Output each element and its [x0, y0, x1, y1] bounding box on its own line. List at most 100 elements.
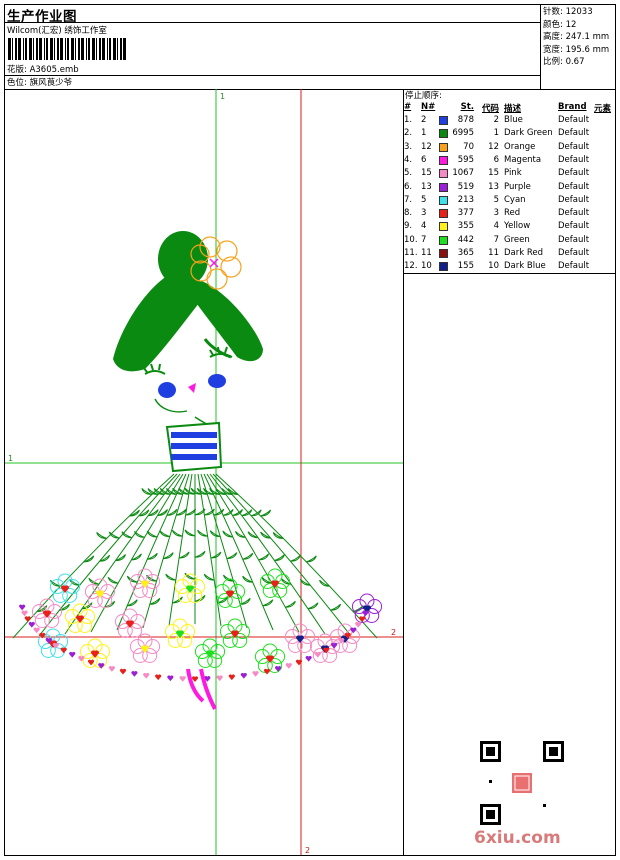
cheek-left — [158, 382, 176, 398]
row-brand: Default — [558, 128, 590, 139]
row-code: 11 — [488, 248, 499, 258]
header-info: 生产作业图 Wilcom(汇宏) 绣饰工作室 花版: A3605.emb 色位:… — [5, 5, 540, 89]
row-brand: Default — [558, 168, 590, 179]
row-needle: 13 — [421, 181, 432, 192]
row-stitches: 6995 — [452, 128, 474, 139]
axis-label: 2 — [305, 846, 310, 855]
header-n: N# — [421, 102, 436, 112]
table-row: 7. 5 213 5 Cyan Default — [404, 195, 615, 208]
table-row: 6. 13 519 13 Purple Default — [404, 182, 615, 195]
row-stitches: 878 — [457, 115, 474, 125]
row-stitches: 1067 — [452, 168, 474, 179]
header-element: 元素 — [594, 104, 612, 114]
row-needle: 3 — [421, 208, 427, 219]
row-brand: Default — [558, 194, 590, 205]
qr-code — [480, 741, 564, 825]
table-row: 2. 1 6995 1 Dark Green Default — [404, 128, 615, 141]
row-code: 3 — [493, 208, 499, 219]
row-stitches: 70 — [463, 141, 474, 152]
flower-ornament — [190, 236, 242, 290]
striped-bodice — [165, 421, 223, 473]
row-stitches: 442 — [457, 234, 474, 245]
row-code: 12 — [488, 141, 499, 152]
row-needle: 12 — [421, 141, 432, 152]
eyelashes-left — [142, 363, 166, 375]
thread-panel: 停止顺序: # N# St. 代码 描述 Brand 元素 1. 2 878 2 Blu… — [404, 89, 615, 855]
row-brand: Default — [558, 115, 590, 125]
row-needle: 7 — [421, 234, 427, 245]
row-stitches: 365 — [457, 248, 474, 258]
color-count: 颜色: 12 — [543, 19, 577, 30]
legs — [186, 668, 217, 710]
header-code: 代码 — [481, 104, 499, 114]
design-width: 宽度: 195.6 mm — [543, 44, 610, 55]
row-index: 3. — [404, 141, 413, 152]
header-stitches: St. — [460, 102, 474, 112]
row-index: 6. — [404, 181, 413, 192]
row-description: Yellow — [504, 221, 531, 232]
row-needle: 1 — [421, 128, 427, 139]
row-code: 15 — [488, 168, 499, 179]
table-row: 4. 6 595 6 Magenta Default — [404, 155, 615, 168]
design-height: 高度: 247.1 mm — [543, 32, 610, 43]
axis-label: 2 — [391, 628, 396, 637]
row-index: 1. — [404, 115, 413, 125]
design-ratio: 比例: 0.67 — [543, 57, 585, 68]
row-stitches: 355 — [457, 221, 474, 232]
row-index: 10. — [404, 234, 418, 245]
barcode — [8, 38, 126, 60]
header-idx: # — [404, 102, 412, 112]
sheet-header: 生产作业图 Wilcom(汇宏) 绣饰工作室 花版: A3605.emb 色位:… — [5, 5, 615, 90]
row-description: Red — [504, 208, 521, 219]
sheet-title: 生产作业图 — [7, 9, 77, 25]
row-index: 12. — [404, 261, 418, 272]
production-sheet: 生产作业图 Wilcom(汇宏) 绣饰工作室 花版: A3605.emb 色位:… — [4, 4, 616, 856]
design-stats: 针数: 12033 颜色: 12 高度: 247.1 mm 宽度: 195.6 … — [540, 5, 615, 89]
row-stitches: 519 — [457, 181, 474, 192]
color-scheme: 色位: 旗风莨少爷 — [7, 78, 73, 88]
skirt-vines — [12, 473, 378, 639]
header-description: 描述 — [504, 104, 522, 114]
hair-left — [113, 274, 210, 372]
row-code: 1 — [493, 128, 499, 139]
row-needle: 11 — [421, 248, 432, 258]
row-description: Dark Blue — [504, 261, 546, 272]
row-stitches: 595 — [457, 154, 474, 165]
row-brand: Default — [558, 154, 590, 165]
row-description: Blue — [504, 115, 523, 125]
row-index: 9. — [404, 221, 413, 232]
divider — [5, 75, 540, 76]
axis-label: 1 — [220, 92, 225, 101]
row-description: Cyan — [504, 194, 526, 205]
row-code: 2 — [493, 115, 499, 125]
row-needle: 10 — [421, 261, 432, 272]
table-row: 3. 12 70 12 Orange Default — [404, 142, 615, 155]
row-needle: 2 — [421, 115, 427, 125]
row-code: 13 — [488, 181, 499, 192]
row-needle: 6 — [421, 154, 427, 165]
row-code: 7 — [493, 234, 499, 245]
row-stitches: 155 — [457, 261, 474, 272]
row-brand: Default — [558, 221, 590, 232]
row-needle: 5 — [421, 194, 427, 205]
row-description: Magenta — [504, 154, 542, 165]
row-index: 5. — [404, 168, 413, 179]
row-index: 8. — [404, 208, 413, 219]
stitch-count: 针数: 12033 — [543, 7, 593, 17]
table-row: 1. 2 878 2 Blue Default — [404, 115, 615, 128]
design-canvas: 1 1 2 2 — [5, 89, 404, 855]
row-needle: 15 — [421, 168, 432, 179]
row-brand: Default — [558, 181, 590, 192]
eyelashes-right — [209, 346, 233, 358]
row-stitches: 377 — [457, 208, 474, 219]
hair-right — [190, 279, 263, 362]
company-name: Wilcom(汇宏) 绣饰工作室 — [7, 26, 107, 36]
design-file: 花版: A3605.emb — [7, 65, 79, 75]
table-row: 10. 7 442 7 Green Default — [404, 235, 615, 248]
embroidery-preview: 1 1 2 2 — [5, 89, 403, 855]
nose — [188, 383, 196, 393]
table-row: 8. 3 377 3 Red Default — [404, 208, 615, 221]
watermark: 6xiu.com — [474, 828, 561, 848]
divider — [5, 22, 540, 23]
axis-label: 1 — [8, 454, 13, 463]
